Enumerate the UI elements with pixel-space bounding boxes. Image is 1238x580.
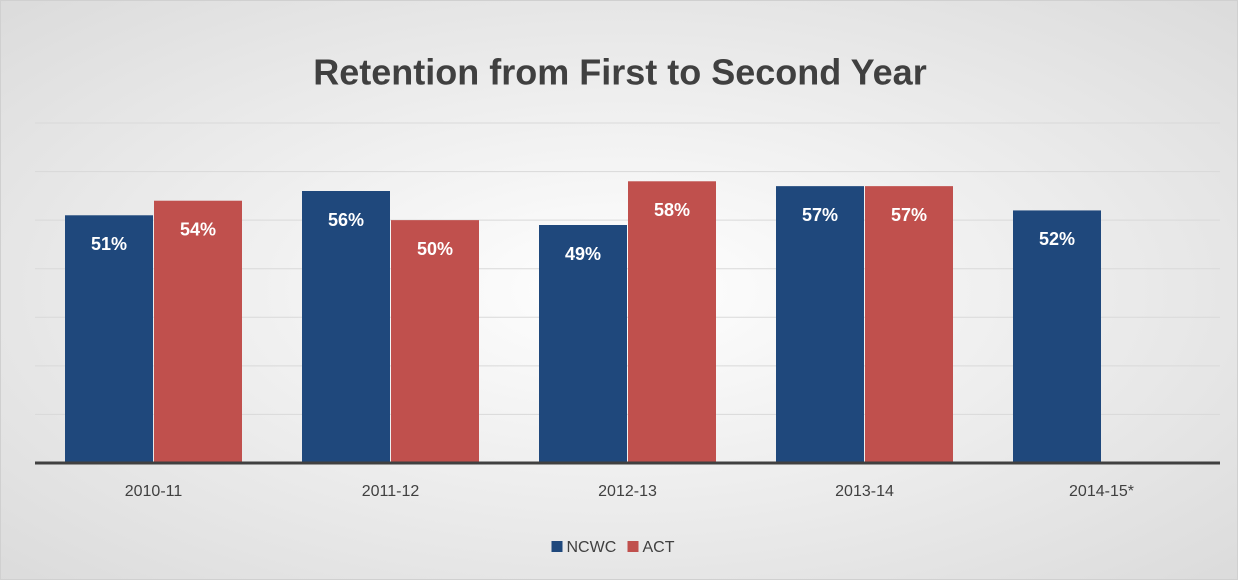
legend-swatch <box>551 541 563 552</box>
chart-title: Retention from First to Second Year <box>313 52 926 93</box>
bar <box>628 181 716 464</box>
legend-label: NCWC <box>567 539 617 556</box>
data-label: 58% <box>654 200 690 220</box>
data-label: 56% <box>328 210 364 230</box>
data-label: 57% <box>891 205 927 225</box>
bar <box>302 191 390 463</box>
data-label: 51% <box>91 234 127 254</box>
x-tick-label: 2010-11 <box>125 483 183 500</box>
legend-label: ACT <box>643 539 675 556</box>
x-tick-label: 2011-12 <box>362 483 420 500</box>
bar <box>391 220 479 463</box>
data-label: 57% <box>802 205 838 225</box>
x-tick-label: 2014-15* <box>1069 483 1134 500</box>
x-tick-label: 2013-14 <box>835 483 894 500</box>
bar <box>865 186 953 463</box>
data-label: 52% <box>1039 229 1075 249</box>
data-label: 49% <box>565 244 601 264</box>
bar <box>65 215 153 463</box>
data-label: 50% <box>417 239 453 259</box>
data-label: 54% <box>180 219 216 239</box>
bar <box>154 200 242 463</box>
bar <box>1013 210 1101 463</box>
bar <box>539 225 627 463</box>
bar <box>776 186 864 463</box>
x-tick-label: 2012-13 <box>598 483 657 500</box>
legend-swatch <box>627 541 639 552</box>
